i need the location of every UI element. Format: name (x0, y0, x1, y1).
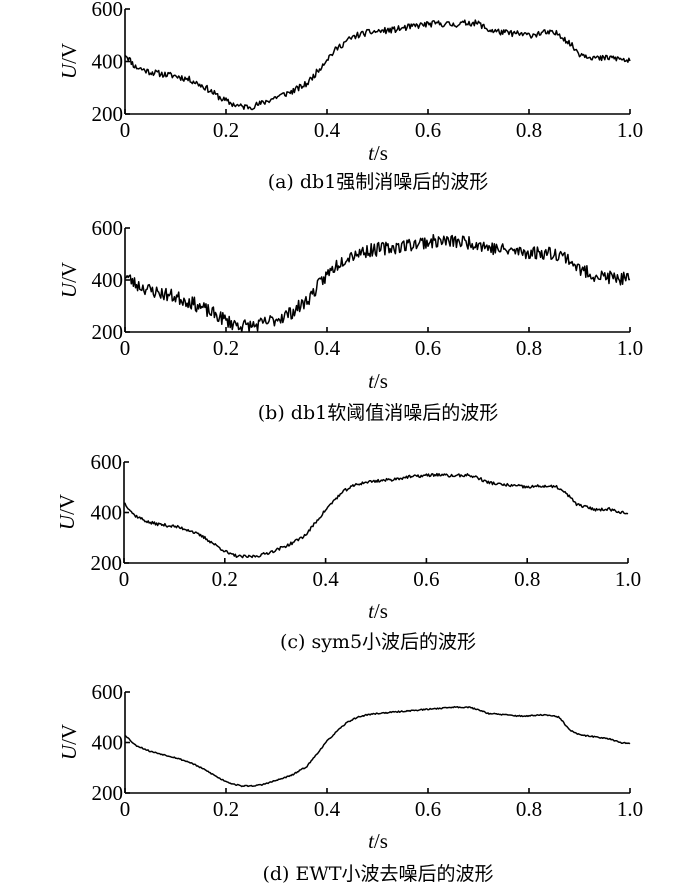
x-tick-label: 0.4 (314, 797, 341, 821)
y-tick-label: 600 (92, 216, 124, 240)
x-axis-label: t/s (368, 829, 388, 853)
x-tick-label: 0.4 (314, 118, 341, 142)
x-tick-label: 0.6 (415, 797, 441, 821)
y-tick-label: 400 (92, 731, 124, 755)
x-tick-label: 0.6 (413, 567, 439, 591)
x-axis-label: t/s (368, 369, 388, 393)
x-axis-label-var: t (368, 141, 375, 165)
panel-caption: (d) EWT小波去噪后的波形 (262, 863, 493, 885)
y-tick-label: 200 (92, 320, 124, 344)
y-tick-label: 400 (92, 268, 124, 292)
x-tick-label: 1.0 (615, 567, 641, 591)
x-axis-label: t/s (368, 599, 388, 623)
x-axis-label-var: t (368, 829, 375, 853)
y-axis-label-var: U (55, 513, 79, 530)
x-axis-label-unit: /s (374, 369, 388, 393)
panel-caption: (b) db1软阈值消噪后的波形 (258, 402, 498, 424)
x-tick-label: 0.8 (516, 336, 542, 360)
y-axis-label-var: U (57, 281, 81, 298)
x-tick-label: 0.2 (213, 118, 239, 142)
y-axis-label: U/V (55, 494, 79, 530)
x-tick-label: 0.6 (415, 336, 441, 360)
y-tick-label: 200 (92, 781, 124, 805)
x-tick-label: 1.0 (617, 336, 643, 360)
y-axis-label: U/V (57, 724, 81, 760)
x-tick-label: 0.8 (516, 118, 542, 142)
x-tick-label: 1.0 (617, 118, 643, 142)
chart-panel-a: U/V t/s (a) db1强制消噪后的波形 200 400 600 0 0.2 0.4… (57, 0, 643, 193)
y-tick-label: 200 (92, 102, 124, 126)
y-axis-label-unit: /V (57, 43, 81, 64)
voltage-trace (124, 19, 631, 111)
x-axis-label-unit: /s (374, 141, 388, 165)
x-axis-label: t/s (368, 141, 388, 165)
y-axis-label-unit: /V (57, 262, 81, 283)
x-tick-label: 0.2 (213, 336, 239, 360)
x-tick-label: 0 (120, 336, 131, 360)
x-axis-label-unit: /s (374, 599, 388, 623)
x-tick-label: 0 (119, 567, 130, 591)
y-axis-label-unit: /V (55, 494, 79, 515)
x-tick-label: 1.0 (617, 797, 643, 821)
y-axis-label: U/V (57, 262, 81, 298)
y-axis-label: U/V (57, 43, 81, 79)
panel-caption: (c) sym5小波后的波形 (280, 631, 476, 653)
y-tick-label: 200 (91, 551, 123, 575)
y-tick-label: 400 (91, 501, 123, 525)
x-tick-label: 0 (120, 797, 131, 821)
chart-panel-d: U/V t/s (d) EWT小波去噪后的波形 200 400 600 0 0.2 0.4… (57, 680, 643, 885)
y-tick-label: 600 (92, 680, 124, 704)
voltage-trace (124, 233, 631, 333)
x-tick-label: 0.2 (213, 797, 239, 821)
x-axis-label-var: t (368, 369, 375, 393)
x-tick-label: 0.4 (312, 567, 339, 591)
x-tick-label: 0 (120, 118, 131, 142)
panel-caption: (a) db1强制消噪后的波形 (268, 171, 489, 193)
y-axis-label-var: U (57, 743, 81, 760)
x-axis-label-var: t (368, 599, 375, 623)
x-tick-label: 0.4 (314, 336, 341, 360)
x-tick-label: 0.8 (514, 567, 540, 591)
y-tick-label: 400 (92, 50, 124, 74)
voltage-trace (123, 472, 629, 559)
x-tick-label: 0.8 (516, 797, 542, 821)
chart-panel-c: U/V t/s (c) sym5小波后的波形 200 400 600 0 0.2 0.4 0… (55, 450, 641, 653)
chart-panel-b: U/V t/s (b) db1软阈值消噪后的波形 200 400 600 0 0.2 0.… (57, 216, 643, 424)
y-tick-label: 600 (92, 0, 124, 21)
y-axis-label-var: U (57, 62, 81, 79)
y-axis-label-unit: /V (57, 724, 81, 745)
voltage-trace (124, 705, 631, 788)
y-tick-label: 600 (91, 450, 123, 474)
x-tick-label: 0.2 (212, 567, 238, 591)
x-axis-label-unit: /s (374, 829, 388, 853)
x-tick-label: 0.6 (415, 118, 441, 142)
